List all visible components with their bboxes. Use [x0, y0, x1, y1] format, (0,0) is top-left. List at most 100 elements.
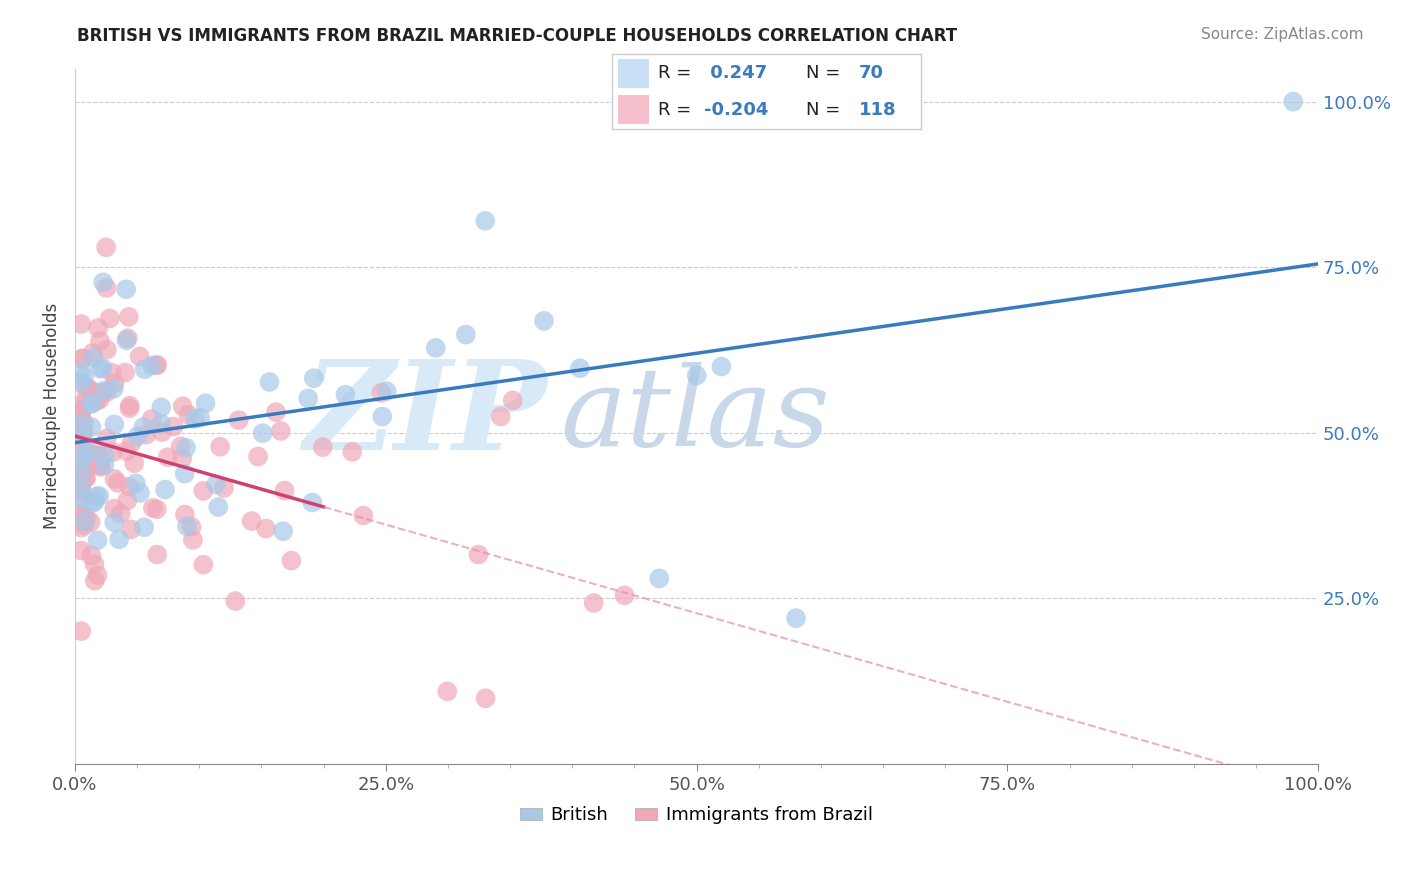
Immigrants from Brazil: [70, 426, 93, 441]
British: [132, 420, 155, 434]
Immigrants from Brazil: [70, 404, 93, 418]
British: [335, 387, 357, 401]
Immigrants from Brazil: [82, 346, 104, 360]
Immigrants from Brazil: [172, 399, 194, 413]
Immigrants from Brazil: [270, 424, 292, 438]
British: [150, 417, 173, 431]
British: [70, 376, 93, 390]
British: [174, 441, 197, 455]
Immigrants from Brazil: [352, 508, 374, 523]
Immigrants from Brazil: [89, 392, 111, 407]
British: [188, 410, 211, 425]
British: [103, 382, 125, 396]
Immigrants from Brazil: [228, 413, 250, 427]
Immigrants from Brazil: [120, 522, 142, 536]
Immigrants from Brazil: [107, 475, 129, 490]
Immigrants from Brazil: [86, 568, 108, 582]
Immigrants from Brazil: [70, 520, 93, 534]
Immigrants from Brazil: [104, 376, 127, 391]
British: [302, 371, 325, 385]
Immigrants from Brazil: [70, 508, 93, 523]
Immigrants from Brazil: [150, 425, 173, 439]
British: [73, 370, 96, 384]
British: [194, 396, 217, 410]
British: [176, 519, 198, 533]
Text: 0.247: 0.247: [704, 64, 768, 82]
Immigrants from Brazil: [118, 310, 141, 324]
British: [533, 314, 555, 328]
Immigrants from Brazil: [474, 691, 496, 706]
British: [259, 375, 281, 389]
British: [134, 362, 156, 376]
Text: N =: N =: [807, 64, 841, 82]
British: [648, 571, 671, 585]
British: [94, 448, 117, 462]
Immigrants from Brazil: [94, 240, 117, 254]
Immigrants from Brazil: [467, 548, 489, 562]
British: [297, 392, 319, 406]
Immigrants from Brazil: [70, 433, 93, 447]
Bar: [617, 59, 648, 87]
Immigrants from Brazil: [103, 472, 125, 486]
Immigrants from Brazil: [180, 520, 202, 534]
Immigrants from Brazil: [117, 331, 139, 345]
Bar: [617, 95, 648, 124]
British: [86, 533, 108, 548]
British: [73, 515, 96, 529]
Immigrants from Brazil: [280, 553, 302, 567]
Immigrants from Brazil: [70, 351, 93, 366]
British: [150, 401, 173, 415]
Immigrants from Brazil: [70, 624, 93, 638]
Text: Source: ZipAtlas.com: Source: ZipAtlas.com: [1201, 27, 1364, 42]
British: [80, 396, 103, 410]
British: [129, 486, 152, 500]
British: [93, 384, 115, 398]
British: [205, 477, 228, 491]
Text: -0.204: -0.204: [704, 101, 769, 119]
British: [70, 492, 93, 507]
Immigrants from Brazil: [489, 409, 512, 424]
Immigrants from Brazil: [162, 419, 184, 434]
Immigrants from Brazil: [118, 399, 141, 413]
Immigrants from Brazil: [121, 436, 143, 450]
Immigrants from Brazil: [70, 317, 93, 331]
British: [115, 282, 138, 296]
Immigrants from Brazil: [96, 431, 118, 445]
Immigrants from Brazil: [240, 514, 263, 528]
Immigrants from Brazil: [79, 515, 101, 529]
Immigrants from Brazil: [75, 471, 97, 485]
Immigrants from Brazil: [115, 493, 138, 508]
British: [454, 327, 477, 342]
British: [127, 429, 149, 443]
Immigrants from Brazil: [80, 447, 103, 461]
Immigrants from Brazil: [101, 445, 124, 459]
British: [91, 361, 114, 376]
Immigrants from Brazil: [342, 445, 364, 459]
Immigrants from Brazil: [141, 412, 163, 426]
British: [70, 453, 93, 467]
Immigrants from Brazil: [254, 522, 277, 536]
Immigrants from Brazil: [156, 450, 179, 465]
Immigrants from Brazil: [72, 467, 94, 481]
Immigrants from Brazil: [101, 366, 124, 380]
British: [686, 368, 709, 383]
Text: 70: 70: [859, 64, 884, 82]
Immigrants from Brazil: [90, 459, 112, 474]
Immigrants from Brazil: [84, 456, 107, 470]
Immigrants from Brazil: [75, 511, 97, 525]
Text: ZIP: ZIP: [304, 355, 547, 477]
Immigrants from Brazil: [87, 448, 110, 462]
Immigrants from Brazil: [212, 481, 235, 495]
British: [252, 426, 274, 441]
Immigrants from Brazil: [172, 450, 194, 465]
Immigrants from Brazil: [177, 408, 200, 422]
Immigrants from Brazil: [145, 358, 167, 372]
British: [70, 364, 93, 378]
Text: R =: R =: [658, 101, 692, 119]
Immigrants from Brazil: [83, 558, 105, 572]
Immigrants from Brazil: [142, 500, 165, 515]
Text: R =: R =: [658, 64, 692, 82]
Immigrants from Brazil: [110, 507, 132, 521]
Immigrants from Brazil: [181, 533, 204, 547]
British: [83, 494, 105, 508]
